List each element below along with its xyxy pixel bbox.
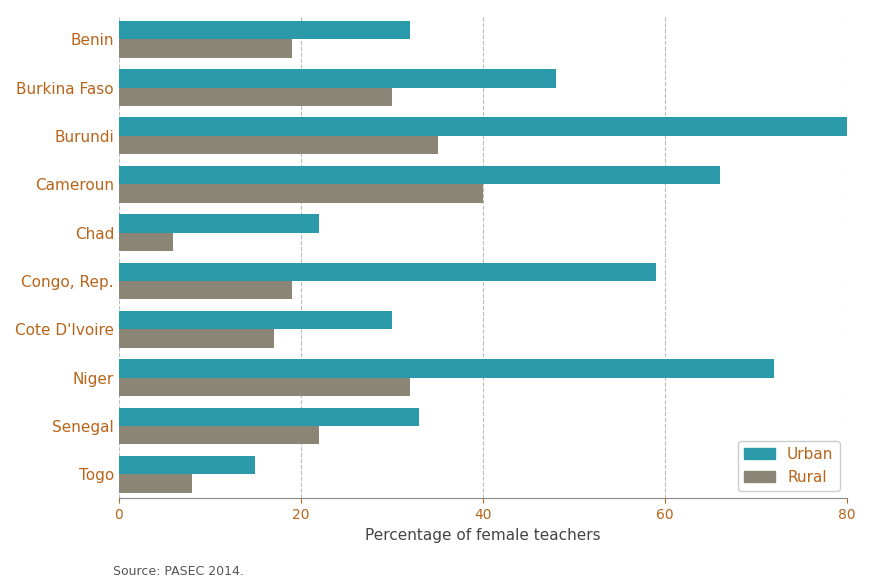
Bar (118, 456, 255, 474)
Bar (118, 281, 292, 299)
Bar (118, 378, 410, 396)
Bar (118, 88, 392, 106)
Bar (118, 408, 419, 426)
Bar (118, 474, 192, 493)
Bar (118, 329, 273, 347)
Bar (118, 232, 173, 251)
Legend: Urban, Rural: Urban, Rural (739, 441, 840, 491)
Bar (118, 359, 774, 378)
Text: Source: PASEC 2014.: Source: PASEC 2014. (113, 565, 244, 578)
Bar (118, 311, 392, 329)
Bar (118, 39, 292, 58)
Bar (118, 426, 319, 444)
Bar (118, 184, 483, 203)
Bar (118, 214, 319, 232)
Bar (118, 69, 556, 88)
Bar (118, 117, 847, 136)
Bar (118, 166, 719, 184)
X-axis label: Percentage of female teachers: Percentage of female teachers (365, 528, 601, 543)
Bar (118, 136, 437, 154)
Bar (118, 263, 656, 281)
Bar (118, 21, 410, 39)
